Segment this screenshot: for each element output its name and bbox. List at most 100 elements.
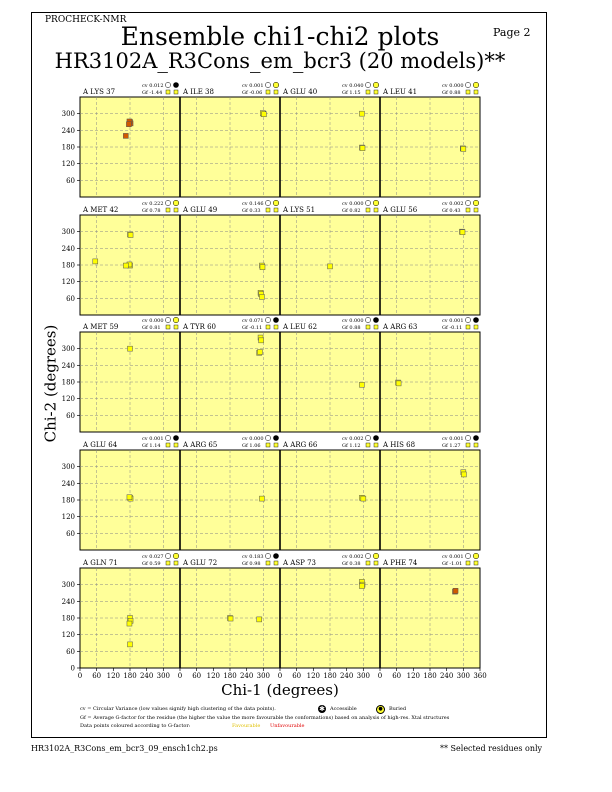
cv-value: cv 0.222 [142, 201, 164, 207]
buried-icon [472, 199, 480, 207]
help-icon [265, 435, 271, 441]
accessible-icon [273, 317, 279, 323]
buried-icon [272, 81, 280, 89]
legend-unfavourable-label: Unfavourable [270, 723, 305, 729]
cv-value: cv 0.000 [242, 436, 264, 442]
legend-buried-label: Buried [389, 706, 407, 712]
x-tick-label: 300 [257, 672, 270, 680]
gf-swatch-icon [465, 560, 471, 566]
gf-swatch-icon [173, 324, 179, 330]
gf-value: Gf 1.06 [242, 443, 261, 449]
help-icon [165, 435, 171, 441]
gf-swatch-icon [265, 560, 271, 566]
page-title: Ensemble chi1-chi2 plots [120, 22, 440, 51]
x-tick-label: 0 [278, 672, 282, 680]
gf-swatch-icon [465, 89, 471, 95]
help-icon [465, 553, 471, 559]
page-subtitle: HR3102A_R3Cons_em_bcr3 (20 models)** [54, 49, 506, 73]
gf-swatch-icon [473, 442, 479, 448]
x-tick-label: 120 [407, 672, 420, 680]
residue-label: A TYR 60 [182, 323, 216, 331]
cv-value: cv 0.000 [342, 201, 364, 207]
accessible-icon [273, 435, 279, 441]
gf-swatch-icon [165, 442, 171, 448]
data-point [359, 583, 365, 589]
data-point [127, 232, 134, 238]
gf-swatch-icon [265, 89, 271, 95]
y-tick-label: 180 [62, 262, 75, 270]
data-point [359, 382, 365, 388]
x-tick-label: 60 [392, 672, 401, 680]
help-icon [265, 553, 271, 559]
residue-label: A MET 42 [82, 206, 118, 214]
data-point [395, 380, 402, 387]
page-frame [31, 12, 547, 738]
x-tick-label: 120 [307, 672, 320, 680]
data-point [256, 616, 262, 623]
residue-label: A PHE 74 [382, 559, 418, 567]
y-tick-label: 240 [62, 245, 75, 253]
help-icon [165, 82, 171, 88]
x-tick-label: 240 [340, 672, 353, 680]
gf-swatch-icon [373, 324, 379, 330]
gf-swatch-icon [165, 89, 171, 95]
data-point [92, 258, 99, 265]
x-tick-label: 120 [107, 672, 120, 680]
gf-value: Gf 1.12 [342, 443, 361, 449]
data-point [257, 349, 263, 355]
gf-swatch-icon [273, 324, 279, 330]
gf-swatch-icon [265, 207, 271, 213]
accessible-icon [473, 435, 479, 441]
residue-label: A ARG 66 [282, 441, 318, 449]
help-icon [165, 317, 171, 323]
cv-value: cv 0.040 [342, 83, 364, 89]
residue-label: A ARG 65 [182, 441, 217, 449]
data-point [461, 471, 467, 478]
gf-value: Gf -1.44 [142, 90, 162, 96]
legend-gf-text: Gf = Average G-factor for the residue (t… [80, 715, 450, 721]
gf-swatch-icon [473, 207, 479, 213]
residue-label: A MET 59 [82, 323, 118, 331]
accessible-icon [473, 317, 479, 323]
y-tick-label: 180 [62, 144, 75, 152]
gf-swatch-icon [273, 89, 279, 95]
gf-swatch-icon [473, 89, 479, 95]
gf-value: Gf 0.33 [242, 208, 261, 214]
y-tick-label: 60 [66, 530, 75, 538]
buried-icon [172, 316, 180, 324]
residue-label: A GLU 64 [82, 441, 118, 449]
gf-value: Gf 0.88 [442, 90, 461, 96]
y-tick-label: 120 [62, 278, 75, 286]
gf-swatch-icon [373, 207, 379, 213]
cv-value: cv 0.071 [242, 318, 264, 324]
legend-cv-text: cv = Circular Variance (low values signi… [80, 706, 276, 712]
residue-label: A LYS 37 [82, 88, 115, 96]
residue-label: A ASP 73 [282, 559, 316, 567]
y-tick-label: 180 [62, 615, 75, 623]
cv-value: cv 0.000 [342, 318, 364, 324]
y-tick-label: 240 [62, 127, 75, 135]
help-icon [365, 200, 371, 206]
residue-label: A HIS 68 [382, 441, 415, 449]
x-tick-label: 180 [223, 672, 236, 680]
help-icon [265, 200, 271, 206]
gf-swatch-icon [365, 89, 371, 95]
legend-favourable-label: Favourable [232, 723, 261, 729]
buried-icon [272, 199, 280, 207]
gf-swatch-icon [273, 560, 279, 566]
gf-swatch-icon [173, 207, 179, 213]
gf-value: Gf 0.82 [342, 208, 361, 214]
gf-swatch-icon [273, 442, 279, 448]
help-icon [365, 317, 371, 323]
gf-swatch-icon [473, 324, 479, 330]
footer-filename: HR3102A_R3Cons_em_bcr3_09_ensch1ch2.ps [31, 744, 218, 753]
y-tick-label: 60 [66, 648, 75, 656]
cv-value: cv 0.183 [242, 554, 264, 560]
gf-swatch-icon [373, 89, 379, 95]
x-tick-label: 180 [423, 672, 436, 680]
cv-value: cv 0.012 [142, 83, 164, 89]
y-axis-title: Chi-2 (degrees) [41, 324, 60, 443]
y-tick-label: 300 [62, 581, 75, 589]
buried-icon [172, 199, 180, 207]
data-point [360, 495, 367, 502]
